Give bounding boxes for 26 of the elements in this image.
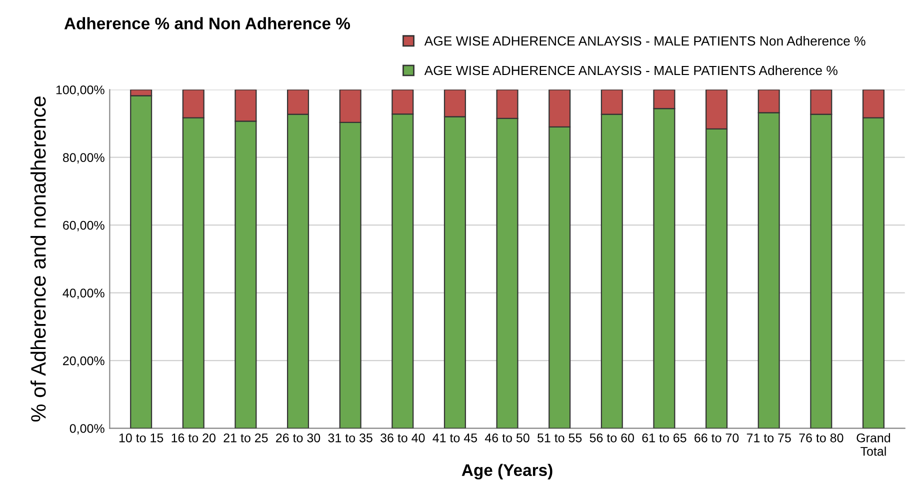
x-tick-label: 76 to 80 xyxy=(799,433,844,442)
y-axis-title: % of Adherence and nonadherence xyxy=(30,96,46,422)
y-tick-label: 100,00% xyxy=(56,85,104,96)
x-tick-label: 51 to 55 xyxy=(537,434,582,442)
x-tick-label: Grand Total xyxy=(856,433,890,456)
x-tick-label: 61 to 65 xyxy=(642,433,686,442)
x-tick-label: 26 to 30 xyxy=(276,433,320,442)
x-tick-label: 71 to 75 xyxy=(746,434,791,442)
x-tick-label: 16 to 20 xyxy=(172,433,216,442)
chart-title: Adherence % and Non Adherence % xyxy=(64,17,350,30)
x-axis-title: Age (Years) xyxy=(462,464,552,480)
x-tick-label: 31 to 35 xyxy=(328,433,372,442)
y-tick-label: 20,00% xyxy=(63,356,104,367)
y-tick-label: 40,00% xyxy=(62,288,104,299)
x-tick-label: 46 to 50 xyxy=(484,433,530,442)
x-tick-label: 36 to 40 xyxy=(380,433,425,442)
x-tick-label: 56 to 60 xyxy=(590,433,634,442)
legend-label: AGE WISE ADHERENCE ANLAYSIS - MALE PATIENTS Adherence % xyxy=(424,65,838,76)
x-tick-label: 41 to 45 xyxy=(432,434,478,442)
y-tick-label: 80,00% xyxy=(62,153,104,164)
x-tick-label: 21 to 25 xyxy=(224,433,268,442)
y-tick-label: 0,00% xyxy=(70,424,104,434)
y-tick-label: 60,00% xyxy=(63,220,104,232)
legend-label: AGE WISE ADHERENCE ANLAYSIS - MALE PATIENTS Non Adherence % xyxy=(424,36,866,46)
x-tick-label: 66 to 70 xyxy=(694,433,739,442)
x-tick-label: 10 to 15 xyxy=(119,433,164,442)
